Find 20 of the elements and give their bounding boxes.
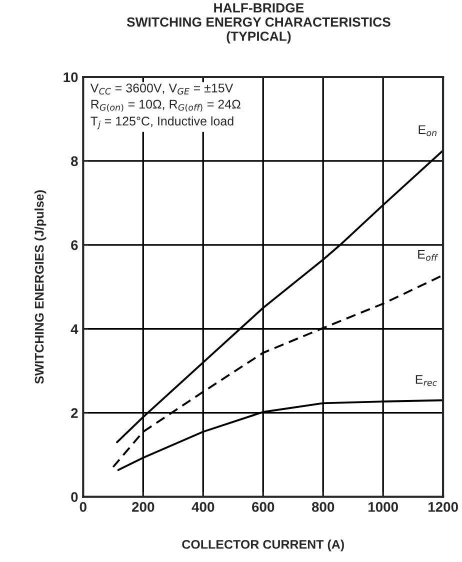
text: V$_{CC}$ = 3600V, V$_{GE}$ = ±15V R$_{G(on)}$ = 10Ω, R$_{G(off)}$ = 24Ω T$_{j}$ = 125°C, Inductive load (90, 84, 240, 130)
series-label: E$_{rec}$ (416, 375, 438, 386)
x-tick-label: 200 (132, 502, 154, 512)
x-tick-label: 800 (312, 502, 334, 512)
x-axis-title: COLLECTOR CURRENT (A) (182, 540, 344, 552)
x-tick-label: 400 (192, 502, 214, 512)
y-tick-label: 0 (71, 492, 78, 502)
chart-title: HALF-BRIDGE SWITCHING ENERGY CHARACTERISTICS (TYPICAL) (126, 3, 390, 44)
y-tick-label: 4 (70, 324, 78, 334)
y-tick-label: 2 (71, 408, 78, 418)
x-tick-label: 0 (80, 502, 86, 512)
y-tick-label: 10 (64, 72, 78, 82)
x-tick-label: 1200 (428, 502, 458, 512)
series-label: E$_{on}$ (418, 125, 437, 136)
x-tick-label: 600 (252, 502, 274, 512)
series-label: E$_{off}$ (418, 250, 438, 261)
y-tick-label: 6 (71, 240, 78, 250)
x-tick-label: 1000 (368, 502, 398, 512)
y-tick-label: 8 (71, 156, 78, 166)
y-axis-title: SWITCHING ENERGIES (J/pulse) (34, 190, 46, 384)
